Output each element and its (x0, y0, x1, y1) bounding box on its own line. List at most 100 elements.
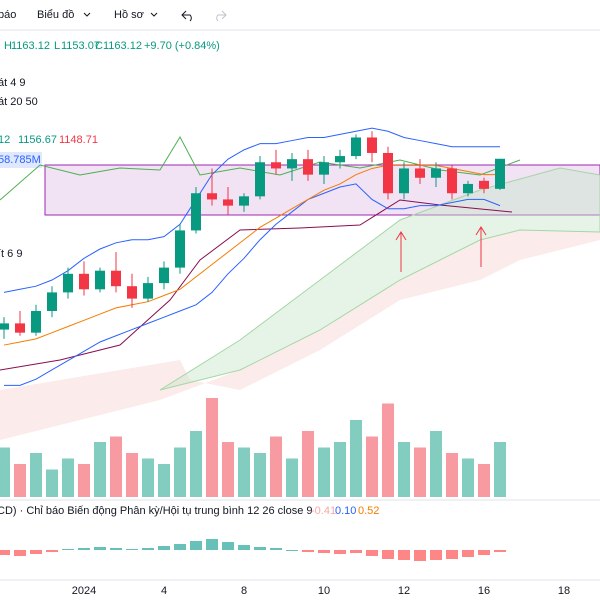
macd-bar (206, 539, 218, 550)
volume-bar (430, 431, 442, 497)
ohlc-h-label: H (4, 40, 12, 52)
volume-bar (254, 453, 266, 497)
dropdown-icon (150, 12, 158, 17)
toolbar-item[interactable]: báo (0, 9, 16, 21)
volume-bar (222, 442, 234, 497)
candle-body (127, 286, 137, 299)
volume-bar (14, 464, 26, 497)
x-tick-label: 4 (161, 585, 167, 597)
candle-body (47, 292, 57, 311)
toolbar (0, 0, 600, 30)
volume-bar (174, 447, 186, 497)
candle-body (367, 137, 377, 153)
volume-bar (462, 458, 474, 497)
macd-bar (254, 547, 266, 550)
ichimoku-value: 1156.67 (18, 134, 57, 146)
candle-body (399, 168, 409, 194)
macd-bar (62, 549, 74, 550)
candle-body (431, 168, 441, 178)
volume-bar (142, 458, 154, 497)
volume-bar (238, 447, 250, 497)
macd-bar (222, 542, 234, 550)
candle-body (495, 158, 505, 189)
volume-bar (318, 447, 330, 497)
macd-bar (0, 550, 10, 555)
macd-bar (286, 550, 298, 551)
base-line (0, 199, 513, 371)
volume-label: 58.785M (0, 154, 41, 166)
toolbar-item[interactable]: Hồ sơ (114, 9, 144, 21)
macd-value: 0.52 (358, 505, 379, 517)
cloud-bear (0, 230, 600, 440)
candle-body (351, 137, 361, 157)
lagging-line (0, 135, 521, 201)
macd-value: -0.41 (311, 505, 336, 517)
macd-bar (158, 546, 170, 550)
volume-bar (366, 436, 378, 497)
indicator-label: ít 6 9 (0, 248, 22, 260)
macd-bar (238, 545, 250, 550)
candle-body (111, 270, 121, 287)
ohlc-c-label: C (95, 40, 103, 52)
volume-bar (158, 464, 170, 497)
candle-body (63, 273, 73, 293)
volume-bar (78, 464, 90, 497)
volume-bar (46, 469, 58, 497)
macd-bar (398, 550, 410, 560)
candle-body (15, 323, 25, 333)
candle-body (255, 162, 265, 197)
volume-bar (110, 436, 122, 497)
volume-bar (190, 431, 202, 497)
indicator-label: át 4 9 (0, 77, 26, 89)
candle-body (287, 159, 297, 169)
macd-label: CD) · Chỉ báo Biến động Phân kỳ/Hội tụ t… (0, 505, 313, 517)
macd-bar (462, 550, 474, 557)
candle-body (447, 168, 457, 194)
candle-body (463, 183, 473, 194)
macd-bar (350, 550, 362, 553)
macd-bar (382, 550, 394, 559)
band-lower (4, 183, 501, 386)
volume-bar (494, 442, 506, 497)
volume-bar (302, 431, 314, 497)
volume-bar (350, 420, 362, 497)
x-tick-label: 10 (318, 585, 330, 597)
ohlc-l-label: L (54, 40, 60, 52)
volume-bar (334, 442, 346, 497)
candle-body (383, 152, 393, 194)
toolbar-item[interactable]: Biểu đồ (37, 9, 74, 21)
macd-bar (446, 550, 458, 559)
ichimoku-value: 1148.71 (59, 134, 98, 146)
macd-bar (174, 544, 186, 550)
volume-bar (126, 453, 138, 497)
candle-body (159, 267, 169, 284)
volume-bar (30, 453, 42, 497)
volume-bar (446, 453, 458, 497)
macd-bar (30, 550, 42, 554)
ohlc-change: +9.70 (+0.84%) (144, 40, 220, 52)
volume-bar (286, 458, 298, 497)
moving-average (3, 164, 500, 346)
macd-bar (270, 548, 282, 550)
candle-body (335, 156, 345, 163)
volume-bar (478, 464, 490, 497)
volume-bar (414, 447, 426, 497)
candle-body (479, 180, 489, 189)
macd-value: 0.10 (335, 505, 356, 517)
redo-button[interactable] (216, 10, 227, 22)
volume-bar (206, 398, 218, 497)
candle-body (319, 162, 329, 175)
dropdown-icon (83, 12, 91, 17)
macd-bar (318, 550, 330, 553)
undo-button[interactable] (181, 10, 192, 22)
macd-bar (414, 550, 426, 561)
candle-body (0, 323, 9, 330)
macd-bar (94, 547, 106, 550)
macd-bar (302, 550, 314, 552)
candle-body (79, 273, 89, 290)
macd-bar (478, 550, 490, 555)
volume-bar (94, 442, 106, 497)
candle-body (31, 310, 41, 333)
